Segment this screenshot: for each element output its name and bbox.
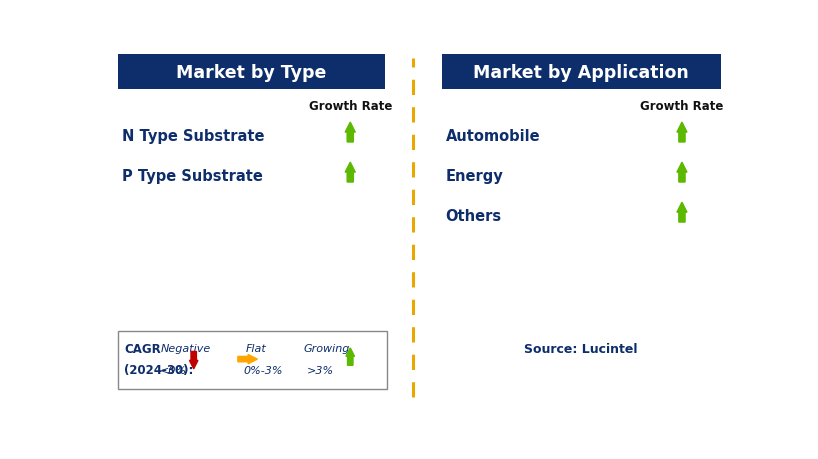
Text: <0%: <0% bbox=[160, 365, 187, 375]
FancyBboxPatch shape bbox=[118, 55, 385, 90]
Text: Source: Lucintel: Source: Lucintel bbox=[524, 342, 638, 355]
FancyBboxPatch shape bbox=[118, 332, 388, 389]
Text: Growth Rate: Growth Rate bbox=[308, 100, 392, 113]
Text: Energy: Energy bbox=[446, 168, 503, 183]
Text: Growing: Growing bbox=[303, 344, 350, 353]
Text: P Type Substrate: P Type Substrate bbox=[122, 168, 263, 183]
FancyArrow shape bbox=[677, 123, 687, 143]
Text: Automobile: Automobile bbox=[446, 128, 540, 143]
FancyArrow shape bbox=[238, 355, 258, 364]
Text: (2024-30):: (2024-30): bbox=[124, 364, 193, 376]
FancyArrow shape bbox=[190, 352, 198, 369]
Text: N Type Substrate: N Type Substrate bbox=[122, 128, 264, 143]
FancyArrow shape bbox=[345, 123, 355, 143]
Text: 0%-3%: 0%-3% bbox=[244, 365, 283, 375]
Text: Market by Application: Market by Application bbox=[474, 63, 689, 81]
FancyArrow shape bbox=[346, 348, 354, 365]
Text: Growth Rate: Growth Rate bbox=[640, 100, 724, 113]
FancyArrow shape bbox=[677, 163, 687, 183]
Text: Negative: Negative bbox=[161, 344, 211, 353]
Text: Flat: Flat bbox=[245, 344, 266, 353]
Text: >3%: >3% bbox=[308, 365, 335, 375]
FancyBboxPatch shape bbox=[442, 55, 721, 90]
Text: Others: Others bbox=[446, 208, 501, 223]
Text: Market by Type: Market by Type bbox=[176, 63, 326, 81]
FancyArrow shape bbox=[345, 163, 355, 183]
Text: CAGR: CAGR bbox=[124, 342, 160, 355]
FancyArrow shape bbox=[677, 203, 687, 223]
